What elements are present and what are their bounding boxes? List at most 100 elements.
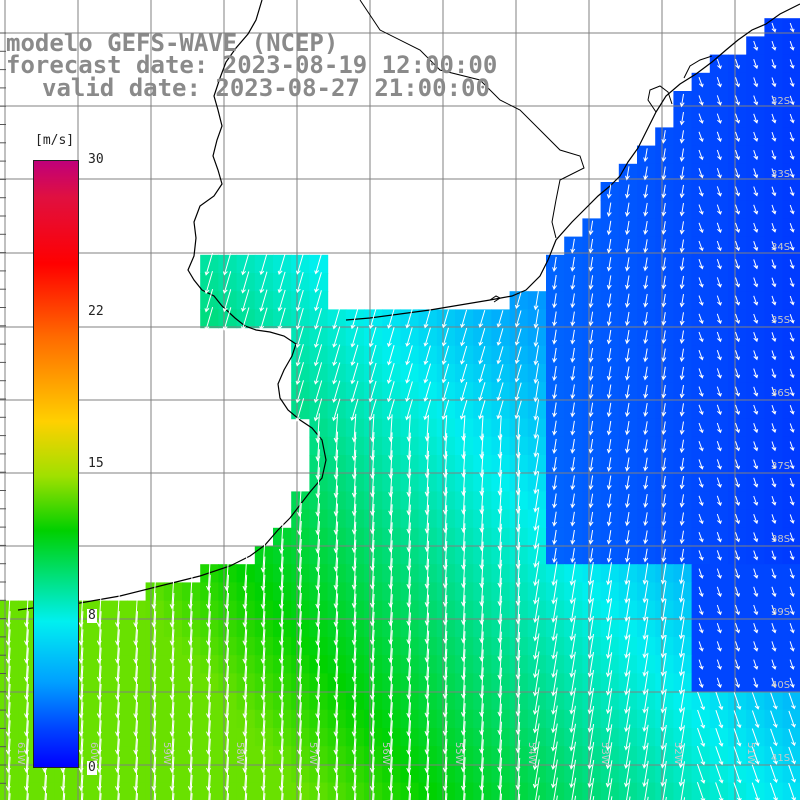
wind-arrow — [753, 514, 759, 525]
wind-arrow — [789, 314, 795, 324]
wind-arrow — [423, 309, 431, 329]
wind-arrow — [716, 422, 722, 434]
wind-arrow — [698, 495, 704, 507]
wind-arrow — [643, 348, 649, 363]
wind-arrow — [753, 641, 759, 652]
wind-arrow — [788, 710, 796, 728]
wind-arrow — [789, 132, 795, 142]
wind-arrow — [643, 421, 649, 436]
wind-arrow — [277, 271, 286, 294]
wind-arrow — [753, 277, 759, 288]
latitude-label: 40S — [771, 680, 790, 691]
wind-arrow — [753, 313, 759, 324]
wind-arrow — [661, 202, 667, 217]
wind-arrow — [423, 399, 432, 421]
wind-arrow — [753, 77, 759, 88]
wind-arrow — [606, 475, 612, 491]
wind-arrow — [642, 616, 649, 641]
wind-arrow — [533, 363, 539, 384]
wind-arrow — [588, 384, 594, 400]
wind-arrow — [789, 405, 795, 415]
wind-arrow — [387, 308, 395, 329]
wind-arrow — [753, 423, 759, 434]
wind-arrow — [405, 363, 413, 384]
wind-arrow — [350, 308, 359, 330]
wind-arrow — [552, 384, 558, 400]
latitude-label: 38S — [771, 534, 790, 545]
wind-arrow — [735, 350, 741, 361]
wind-arrow — [552, 511, 558, 527]
wind-arrow — [606, 616, 613, 641]
wind-arrow — [679, 166, 685, 181]
wind-arrow — [570, 457, 576, 473]
wind-arrow — [606, 562, 612, 586]
wind-arrow — [625, 457, 630, 472]
wind-arrow — [606, 366, 612, 381]
wind-arrow — [295, 380, 304, 404]
wind-arrow — [698, 149, 704, 161]
wind-arrow — [588, 348, 594, 363]
wind-arrow — [698, 131, 704, 143]
wind-arrow — [753, 623, 759, 634]
wind-arrow — [624, 742, 631, 770]
wind-arrow — [771, 495, 777, 506]
wind-arrow — [606, 257, 612, 272]
wind-arrow — [204, 306, 214, 331]
wind-arrow — [587, 724, 595, 752]
wind-arrow — [715, 691, 724, 711]
wind-arrow — [679, 148, 685, 162]
wind-arrow — [587, 688, 595, 715]
latitude-label: 33S — [771, 169, 790, 180]
wind-arrow — [661, 148, 667, 163]
wind-arrow — [679, 599, 685, 622]
wind-arrow — [789, 550, 795, 561]
wind-arrow — [735, 513, 741, 525]
wind-arrow — [678, 689, 685, 714]
wind-arrow — [533, 507, 540, 532]
wind-arrow — [771, 477, 777, 488]
wind-arrow — [222, 307, 232, 331]
wind-arrow — [715, 728, 724, 747]
wind-arrow — [606, 275, 612, 290]
wind-arrow — [569, 579, 576, 605]
wind-arrow — [660, 742, 667, 769]
wind-arrow — [769, 782, 778, 800]
wind-arrow — [789, 350, 795, 361]
wind-arrow — [533, 381, 539, 403]
wind-arrow — [533, 579, 540, 605]
wind-arrow — [788, 764, 796, 783]
wind-arrow — [244, 774, 248, 800]
wind-arrow — [753, 404, 759, 415]
wind-arrow — [753, 295, 759, 306]
wind-arrow — [589, 778, 595, 800]
wind-arrow — [751, 746, 760, 765]
wind-arrow — [771, 441, 777, 452]
wind-arrow — [679, 563, 685, 585]
wind-arrow — [8, 774, 11, 800]
wind-arrow — [789, 496, 795, 506]
wind-arrow — [733, 692, 742, 711]
wind-arrow — [753, 350, 759, 361]
wind-arrow — [735, 368, 741, 379]
wind-arrow — [514, 346, 522, 365]
wind-arrow — [313, 362, 323, 385]
wind-arrow — [569, 759, 576, 789]
wind-arrow — [625, 439, 630, 454]
wind-arrow — [226, 774, 229, 800]
wind-arrow — [625, 366, 630, 381]
wind-arrow — [314, 326, 322, 348]
wind-arrow — [789, 368, 795, 379]
longitude-label: 53W — [599, 742, 610, 765]
wind-arrow — [643, 384, 649, 399]
wind-arrow — [643, 366, 649, 381]
wind-arrow — [423, 345, 431, 366]
wind-arrow — [753, 368, 759, 379]
wind-arrow — [751, 728, 760, 747]
wind-arrow — [643, 221, 649, 235]
wind-arrow — [771, 77, 777, 88]
wind-arrow — [496, 400, 504, 420]
wind-arrow — [789, 150, 795, 160]
wind-arrow — [698, 623, 704, 634]
wind-arrow — [588, 329, 594, 345]
wind-arrow — [735, 131, 741, 143]
